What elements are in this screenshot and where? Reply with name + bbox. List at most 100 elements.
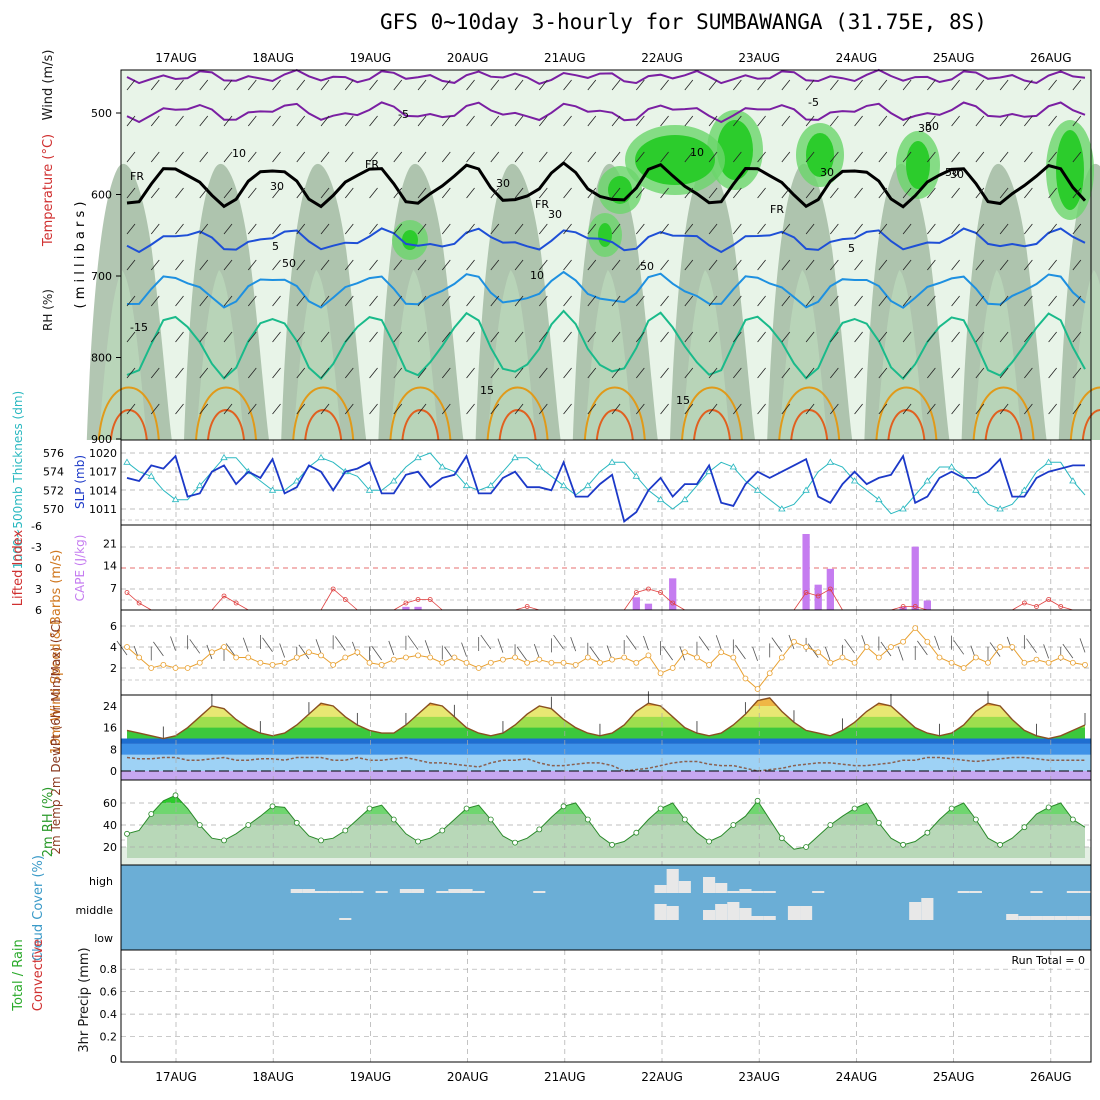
- wind-barb: [150, 151, 160, 163]
- wind-barb: [830, 223, 839, 235]
- rh2m-line-point: [536, 826, 543, 833]
- wind-speed-line-point: [718, 649, 725, 656]
- rh2m-line-point: [366, 805, 373, 812]
- wind-barb: [320, 79, 330, 91]
- lifted-index-point: [1021, 600, 1027, 606]
- wind-barb: [587, 331, 597, 343]
- wind-barb: [1072, 187, 1082, 199]
- wind-barb: [272, 223, 281, 235]
- wind-barb: [999, 331, 1009, 343]
- wind-barb: [514, 115, 524, 127]
- wind-barb: [830, 115, 839, 127]
- wind-speed-line-point: [475, 665, 482, 671]
- thickness-line-point: [1044, 458, 1053, 465]
- thickness-line-point: [729, 463, 738, 470]
- wind-barb: [587, 151, 597, 163]
- wind-barb: [514, 79, 524, 91]
- wind-barb: [975, 223, 985, 235]
- wind-barb: [902, 403, 912, 415]
- wind-barb: [781, 187, 791, 199]
- wind-barb: [247, 187, 257, 199]
- wind-barb: [369, 115, 378, 127]
- wind-barb-10m: [242, 637, 249, 652]
- thickness-line-point: [632, 472, 641, 479]
- rh-moist-core: [806, 133, 834, 177]
- temp-contour-20: [389, 386, 452, 441]
- wind-barb: [951, 79, 960, 91]
- wind-barb: [1024, 115, 1033, 127]
- contour-label: 50: [282, 257, 296, 270]
- wind-barb: [369, 331, 378, 343]
- wind-barb: [369, 151, 378, 163]
- wind-speed-line-point: [791, 638, 797, 645]
- thickness-line-point: [365, 486, 374, 493]
- wind-barb: [684, 367, 694, 379]
- wind-speed-line-point: [584, 654, 591, 661]
- wind-barb-10m: [1079, 638, 1086, 653]
- cloud-high-bar: [678, 881, 691, 893]
- wind-barb: [344, 79, 354, 91]
- lifted-tick-label: -3: [31, 541, 42, 554]
- cloud-middle-bar: [654, 904, 667, 920]
- wind-barb: [708, 259, 718, 271]
- thickness-tick-label: 574: [43, 466, 64, 479]
- wind-barb: [611, 403, 621, 415]
- contour-label: -15: [130, 321, 148, 334]
- wind-barb: [660, 331, 669, 343]
- cape-bar: [669, 578, 677, 610]
- rh2m-line-point: [778, 835, 785, 842]
- wind-barb: [150, 295, 160, 307]
- contour-label: 15: [676, 394, 690, 407]
- wind-speed-line-point: [487, 659, 494, 666]
- wind-speed-line-point: [233, 654, 240, 661]
- wind-barb: [490, 403, 500, 415]
- wind-barb: [538, 115, 548, 127]
- wind-barb: [514, 295, 524, 307]
- wind-barb: [441, 223, 451, 235]
- wind-barb: [1024, 331, 1033, 343]
- wind-barb: [854, 367, 863, 379]
- cloud-background: [121, 865, 1091, 950]
- wind-barb: [441, 115, 451, 127]
- wind-barb: [951, 223, 960, 235]
- wind-speed-line-point: [451, 654, 458, 661]
- wind-barb: [660, 295, 669, 307]
- wind-barb: [126, 367, 136, 379]
- thickness-line-point: [584, 481, 592, 489]
- cloud-level-label: middle: [75, 904, 113, 917]
- thickness-line-point: [171, 495, 180, 503]
- rh2m-line-point: [681, 816, 688, 823]
- wind-barb: [708, 367, 718, 379]
- lifted-index-point: [221, 593, 227, 599]
- wind-barb: [684, 115, 694, 127]
- contour-label: 10: [232, 147, 246, 160]
- wind-barb: [927, 79, 936, 91]
- wind-speed-line-point: [1033, 656, 1040, 663]
- wind-barb: [223, 223, 233, 235]
- wind-barb: [344, 295, 354, 307]
- thickness-line-point: [462, 481, 471, 489]
- thickness-line-point: [875, 495, 883, 503]
- wind-barb: [199, 79, 209, 91]
- cape-bar: [644, 603, 653, 610]
- rh-moist-core: [717, 120, 753, 180]
- cloud-high-bar: [327, 891, 340, 893]
- cloud-high-bar: [472, 891, 485, 893]
- cloud-middle-bar: [921, 898, 934, 920]
- wind-barb: [636, 79, 645, 91]
- rh2m-line-point: [827, 822, 834, 828]
- wind-barb-10m: [917, 640, 928, 656]
- y-tick-label: 600: [91, 189, 112, 202]
- wind-barb: [830, 259, 839, 271]
- wind-barb: [490, 295, 500, 307]
- wind-barb: [199, 115, 209, 127]
- rh-axis-title: RH (%): [41, 289, 55, 331]
- wind-barb: [975, 115, 985, 127]
- contour-label: 5: [272, 240, 279, 253]
- date-label-bottom: 26AUG: [1030, 1070, 1072, 1084]
- wind-barb: [975, 259, 985, 271]
- wind-barb: [417, 331, 427, 343]
- wind-barb: [490, 151, 500, 163]
- wind-barb: [126, 151, 136, 163]
- thickness-line-point: [317, 453, 325, 461]
